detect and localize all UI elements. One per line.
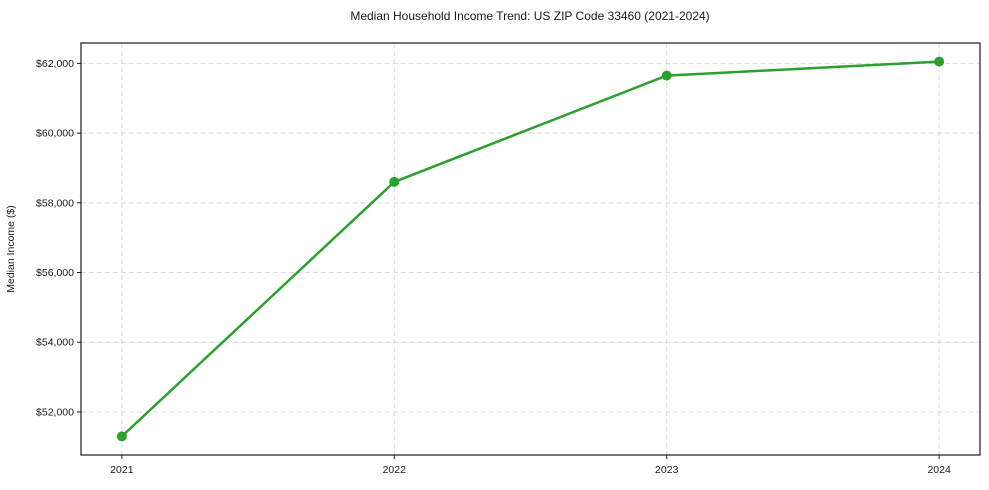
- y-tick-label: $62,000: [36, 58, 74, 70]
- y-tick-label: $60,000: [36, 128, 74, 140]
- x-tick-label: 2022: [383, 464, 407, 476]
- data-point-2023: [661, 70, 672, 81]
- data-point-2024: [934, 56, 945, 67]
- y-tick-label: $56,000: [36, 267, 74, 279]
- y-tick-label: $54,000: [36, 337, 74, 349]
- x-tick-label: 2023: [655, 464, 679, 476]
- x-tick-label: 2024: [927, 464, 951, 476]
- chart-title: Median Household Income Trend: US ZIP Co…: [350, 9, 709, 23]
- y-tick-label: $52,000: [36, 406, 74, 418]
- data-point-2021: [116, 431, 127, 442]
- y-tick-label: $58,000: [36, 197, 74, 209]
- axes-layer: $52,000 $54,000 $56,000 $58,000 $60,000 $62,0…: [36, 42, 981, 476]
- data-point-2022: [389, 176, 400, 187]
- grid-layer: [81, 43, 980, 455]
- x-tick-label: 2021: [110, 464, 134, 476]
- trend-line: [120, 60, 941, 438]
- plot-border: [80, 42, 981, 456]
- y-axis-label: Median Income ($): [5, 205, 17, 293]
- series-layer: [116, 56, 945, 442]
